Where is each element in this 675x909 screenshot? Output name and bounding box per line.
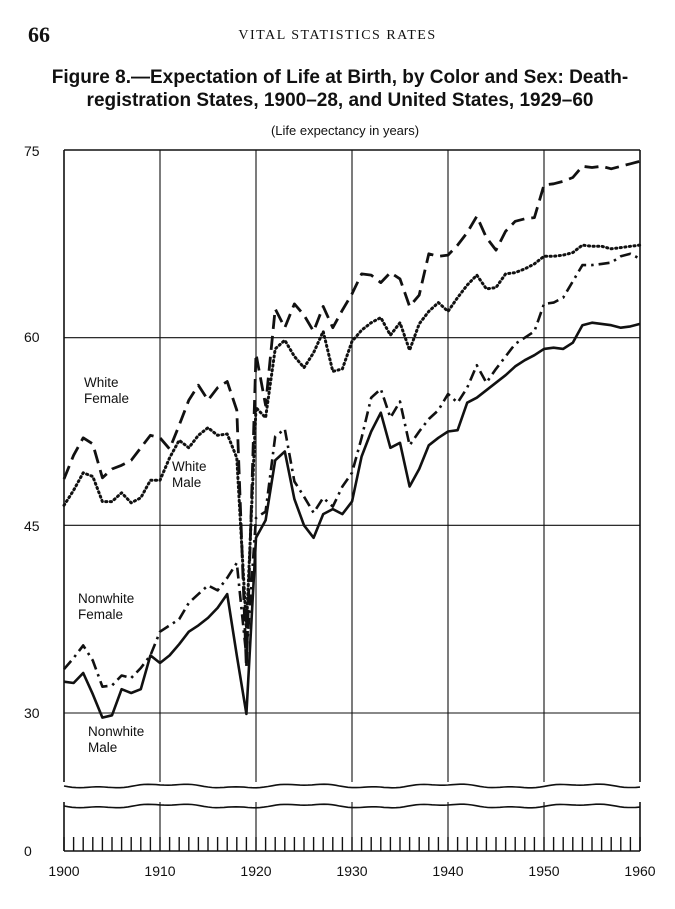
series-labels-layer: WhiteFemaleWhiteMaleNonwhiteFemaleNonwhi… (78, 375, 207, 755)
figure-title-line-2: registration States, 1900–28, and United… (86, 90, 594, 111)
figure-subtitle: (Life expectancy in years) (270, 123, 420, 138)
axis-break-upper-line (63, 783, 641, 789)
series-label-nonwhite-female-line-2: Female (78, 607, 123, 622)
series-label-white-female-line-2: Female (84, 391, 129, 406)
series-label-nonwhite-male-line-2: Male (88, 740, 117, 755)
series-label-white-female-line-1: White (84, 375, 119, 390)
figure-title-line-1: Figure 8.—Expectation of Life at Birth, … (51, 67, 629, 88)
series-line-nonwhite-male (63, 321, 641, 719)
y-tick-label-75: 75 (24, 143, 40, 159)
grid-layer (63, 149, 641, 852)
x-tick-label-1940: 1940 (432, 863, 463, 879)
x-tick-label-1900: 1900 (48, 863, 79, 879)
series-label-nonwhite-male-line-1: Nonwhite (88, 724, 144, 739)
series-label-white-male-line-2: Male (172, 475, 201, 490)
series-line-nonwhite-female (63, 252, 641, 689)
running-head: VITAL STATISTICS RATES (238, 28, 437, 43)
axis-break-layer (62, 782, 642, 809)
x-tick-label-1950: 1950 (528, 863, 559, 879)
series-line-white-male (62, 243, 642, 630)
x-tick-labels: 1900 1910 1920 1930 1940 1950 1960 (48, 863, 655, 879)
x-tick-label-1960: 1960 (624, 863, 655, 879)
axis-break-lower-line (63, 803, 641, 809)
series-label-nonwhite-female-line-1: Nonwhite (78, 591, 134, 606)
figure-title: Figure 8.—Expectation of Life at Birth, … (20, 66, 660, 112)
page-number: 66 (28, 22, 50, 47)
series-label-white-male-line-1: White (172, 459, 207, 474)
y-tick-label-45: 45 (24, 518, 40, 534)
series-layer (62, 159, 642, 719)
x-tick-label-1930: 1930 (336, 863, 367, 879)
x-tick-label-1910: 1910 (144, 863, 175, 879)
y-tick-labels: 0 30 45 60 75 (24, 143, 40, 859)
y-tick-label-30: 30 (24, 705, 40, 721)
x-tick-label-1920: 1920 (240, 863, 271, 879)
y-tick-label-0: 0 (24, 843, 32, 859)
y-tick-label-60: 60 (24, 329, 40, 345)
series-line-white-female (62, 159, 641, 670)
